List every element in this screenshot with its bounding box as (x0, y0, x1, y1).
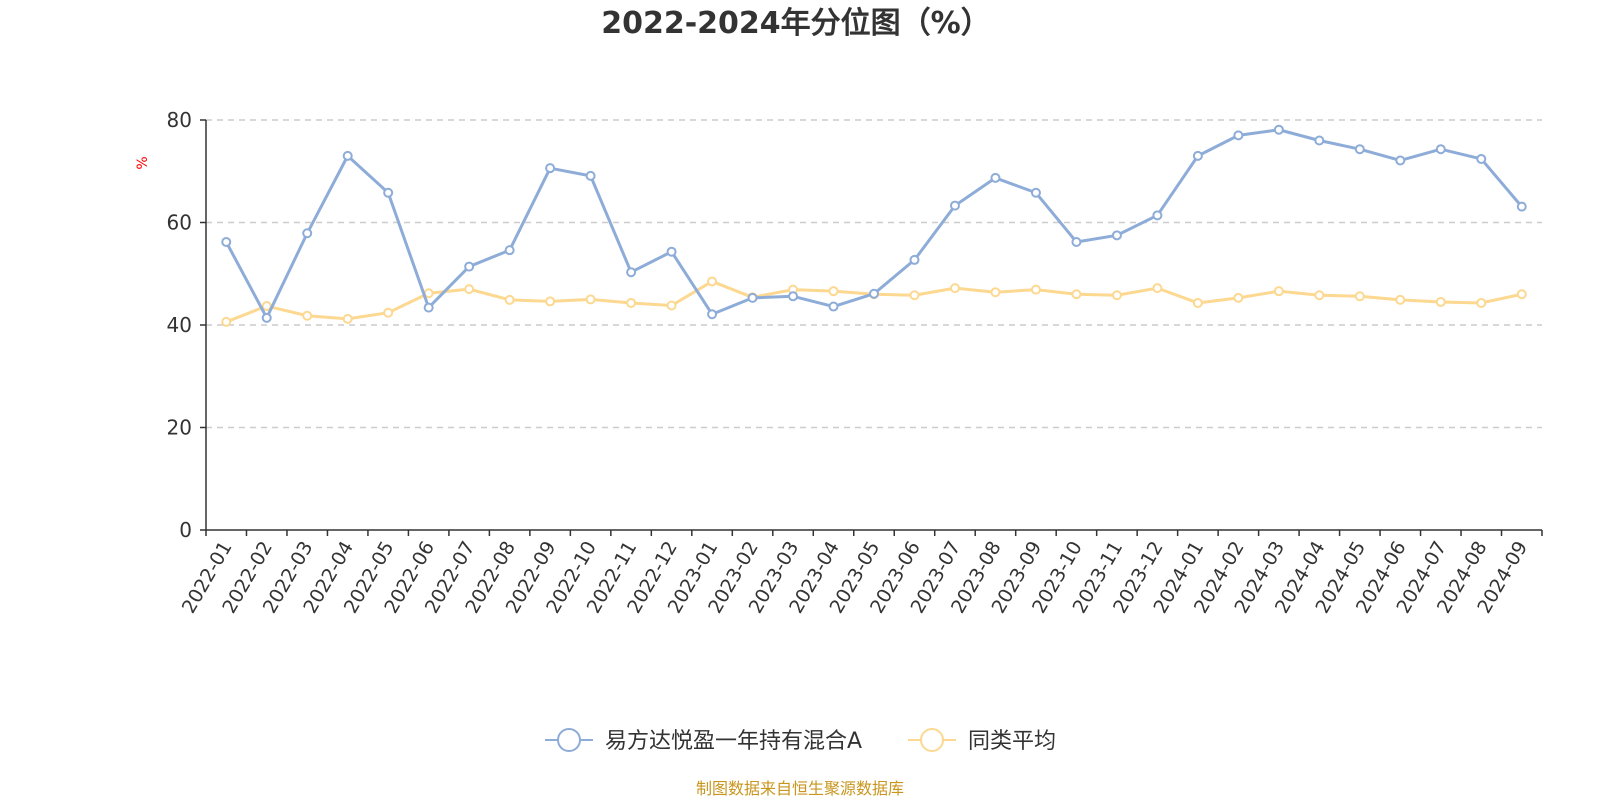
legend-item[interactable]: 同类平均 (908, 728, 1056, 754)
data-point[interactable] (949, 200, 960, 211)
data-point[interactable] (1233, 292, 1244, 303)
data-point[interactable] (342, 150, 353, 161)
data-point[interactable] (1030, 284, 1041, 295)
data-point[interactable] (383, 187, 394, 198)
data-point[interactable] (909, 290, 920, 301)
data-point[interactable] (504, 294, 515, 305)
data-point[interactable] (1111, 230, 1122, 241)
data-point[interactable] (909, 254, 920, 265)
data-point[interactable] (666, 246, 677, 257)
data-point[interactable] (828, 286, 839, 297)
data-point[interactable] (1071, 236, 1082, 247)
data-point[interactable] (828, 301, 839, 312)
y-tick-label: 40 (167, 313, 192, 337)
data-point[interactable] (1111, 290, 1122, 301)
data-point[interactable] (302, 228, 313, 239)
data-point[interactable] (1152, 210, 1163, 221)
data-point[interactable] (1273, 286, 1284, 297)
legend-label: 同类平均 (968, 729, 1056, 754)
data-point[interactable] (747, 292, 758, 303)
data-point[interactable] (1030, 187, 1041, 198)
data-point[interactable] (261, 312, 272, 323)
data-point[interactable] (1192, 150, 1203, 161)
legend-label: 易方达悦盈一年持有混合A (605, 729, 862, 754)
series-category-average (221, 276, 1527, 327)
data-point[interactable] (1071, 289, 1082, 300)
data-point[interactable] (869, 288, 879, 299)
legend-marker-icon (920, 728, 944, 752)
series-layer (221, 124, 1527, 327)
data-point[interactable] (1233, 130, 1244, 141)
data-point[interactable] (1435, 296, 1446, 307)
data-point[interactable] (383, 307, 394, 318)
data-point[interactable] (1354, 144, 1365, 155)
series-fund (221, 124, 1527, 323)
data-point[interactable] (949, 283, 960, 294)
data-point[interactable] (990, 287, 1001, 298)
data-source-note: 制图数据来自恒生聚源数据库 (696, 779, 904, 798)
axes: 0204060802022-012022-022022-032022-04202… (167, 108, 1543, 617)
y-tick-label: 60 (167, 211, 192, 235)
data-point[interactable] (707, 276, 718, 287)
data-point[interactable] (302, 310, 313, 321)
data-point[interactable] (585, 294, 596, 305)
data-point[interactable] (504, 245, 515, 256)
data-point[interactable] (342, 313, 353, 324)
data-point[interactable] (545, 296, 556, 307)
data-point[interactable] (221, 236, 232, 247)
y-tick-label: 80 (167, 108, 192, 132)
y-tick-label: 0 (179, 518, 192, 542)
data-point[interactable] (1314, 135, 1325, 146)
data-point[interactable] (626, 297, 637, 308)
data-point[interactable] (707, 309, 718, 320)
data-point[interactable] (1516, 201, 1527, 212)
y-tick-label: 20 (167, 416, 192, 440)
data-point[interactable] (464, 284, 475, 295)
data-point[interactable] (1354, 291, 1365, 302)
y-axis-unit: % (135, 156, 151, 169)
data-point[interactable] (423, 302, 434, 313)
data-point[interactable] (626, 267, 637, 278)
data-point[interactable] (1152, 283, 1163, 294)
data-point[interactable] (666, 300, 677, 311)
data-point[interactable] (545, 163, 556, 174)
data-point[interactable] (788, 291, 799, 302)
data-point[interactable] (1395, 294, 1406, 305)
legend-item[interactable]: 易方达悦盈一年持有混合A (545, 728, 862, 754)
data-point[interactable] (221, 316, 232, 327)
data-point[interactable] (1273, 124, 1284, 135)
grid-lines (206, 119, 1542, 429)
data-point[interactable] (1476, 297, 1487, 308)
data-point[interactable] (990, 172, 1001, 183)
legend[interactable]: 易方达悦盈一年持有混合A 同类平均 (545, 728, 1056, 754)
data-point[interactable] (1192, 297, 1203, 308)
legend-marker-icon (557, 728, 581, 752)
data-point[interactable] (1476, 153, 1487, 164)
data-point[interactable] (1314, 290, 1325, 301)
chart-title: 2022-2024年分位图（%） (601, 6, 991, 41)
data-point[interactable] (1395, 155, 1406, 166)
data-point[interactable] (1516, 289, 1527, 300)
data-point[interactable] (585, 170, 596, 181)
data-point[interactable] (464, 261, 475, 272)
data-point[interactable] (1435, 144, 1446, 155)
